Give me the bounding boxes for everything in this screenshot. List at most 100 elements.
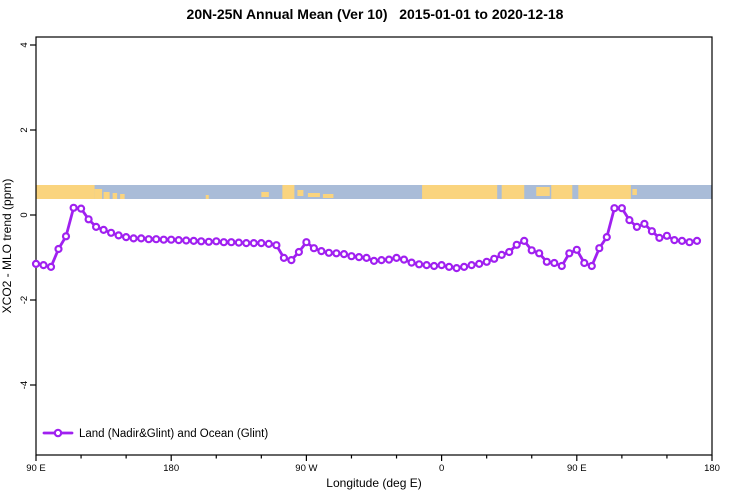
y-tick-label: 4 xyxy=(19,42,30,47)
series-marker xyxy=(219,238,228,247)
y-tick-label: 0 xyxy=(19,212,30,217)
x-tick-label: 180 xyxy=(704,463,720,474)
series-marker xyxy=(324,248,333,257)
series-marker xyxy=(152,235,161,244)
series-marker xyxy=(302,238,311,247)
series-marker xyxy=(114,231,123,240)
y-tick-label: 2 xyxy=(19,127,30,132)
series-marker xyxy=(452,264,461,273)
series-marker xyxy=(377,256,386,265)
series-marker xyxy=(174,236,183,245)
series-marker xyxy=(640,219,649,228)
map-strip-land xyxy=(551,185,573,199)
series-marker xyxy=(167,235,176,244)
map-strip-land xyxy=(578,185,631,199)
map-strip-land xyxy=(120,194,125,199)
series-marker xyxy=(294,247,303,257)
y-tick-label: -2 xyxy=(19,296,30,304)
x-tick-label: 0 xyxy=(439,463,444,474)
series-marker xyxy=(460,262,469,271)
series-marker xyxy=(257,239,266,248)
series-marker xyxy=(189,236,198,245)
x-tick-label: 180 xyxy=(163,463,179,474)
series-marker xyxy=(662,231,672,240)
series-marker xyxy=(422,261,431,270)
series-marker xyxy=(482,257,491,266)
series-marker xyxy=(384,255,394,264)
series-marker xyxy=(61,232,71,241)
series-marker xyxy=(242,239,251,248)
x-tick-label: 90 E xyxy=(567,463,587,474)
series-marker xyxy=(595,244,604,253)
series-marker xyxy=(339,250,349,259)
series-marker xyxy=(392,253,401,262)
y-tick-label: -4 xyxy=(19,381,30,389)
map-strip-land xyxy=(536,187,550,196)
series-marker xyxy=(279,253,288,262)
series-marker xyxy=(129,234,138,243)
series-marker xyxy=(69,203,78,212)
x-tick-label: 90 E xyxy=(26,463,46,474)
y-axis-title: XCO2 - MLO trend (ppm) xyxy=(0,179,14,314)
legend-label: Land (Nadir&Glint) and Ocean (Glint) xyxy=(79,428,268,440)
series-marker xyxy=(309,244,318,253)
series-marker xyxy=(445,262,454,271)
series-marker xyxy=(692,236,702,245)
series-marker xyxy=(317,247,326,256)
series-marker xyxy=(520,236,529,245)
map-strip-land xyxy=(282,185,295,199)
map-strip-land xyxy=(112,193,118,199)
series-marker xyxy=(617,204,627,213)
legend-marker-sample xyxy=(53,428,63,438)
series-marker xyxy=(490,254,499,263)
series-marker xyxy=(625,216,634,225)
series-marker xyxy=(467,261,476,270)
series-marker xyxy=(610,204,619,213)
series-marker xyxy=(512,240,521,249)
map-strip-land xyxy=(94,189,103,199)
series-marker xyxy=(505,247,514,257)
series-marker xyxy=(46,262,56,271)
series-marker xyxy=(437,261,446,270)
series-marker xyxy=(565,249,574,258)
series-marker xyxy=(99,225,108,234)
series-marker xyxy=(670,236,679,245)
map-strip-land xyxy=(307,193,320,197)
series-marker xyxy=(572,245,581,254)
map-strip-land xyxy=(632,189,637,195)
series-marker xyxy=(39,261,48,270)
x-axis-title: Longitude (deg E) xyxy=(326,476,421,490)
series-marker xyxy=(399,255,409,264)
plot-border xyxy=(35,36,713,456)
series-marker xyxy=(159,235,168,244)
map-strip-land xyxy=(422,185,498,199)
series-marker xyxy=(685,238,694,247)
series-marker xyxy=(580,258,589,268)
series-marker xyxy=(347,252,356,261)
series-marker xyxy=(632,222,642,231)
series-marker xyxy=(527,246,536,255)
series-marker xyxy=(264,239,273,248)
map-strip-land xyxy=(205,195,209,199)
map-strip-land xyxy=(261,192,269,197)
series-marker xyxy=(557,261,566,271)
map-strip-land xyxy=(322,194,334,198)
series-marker xyxy=(234,238,243,247)
series-marker xyxy=(287,256,296,265)
series-marker xyxy=(227,238,236,247)
series-marker xyxy=(212,237,221,246)
chart-title: 20N-25N Annual Mean (Ver 10) 2015-01-01 … xyxy=(186,6,564,22)
series-marker xyxy=(106,228,116,237)
series-marker xyxy=(204,237,213,246)
series-marker xyxy=(677,236,687,245)
series-marker xyxy=(249,239,258,248)
x-tick-label: 90 W xyxy=(295,463,317,474)
series-marker xyxy=(362,253,371,262)
series-marker xyxy=(647,227,657,236)
series-marker xyxy=(54,244,63,254)
map-strip-land xyxy=(297,190,304,196)
series-marker xyxy=(197,237,206,246)
series-marker xyxy=(430,261,439,271)
